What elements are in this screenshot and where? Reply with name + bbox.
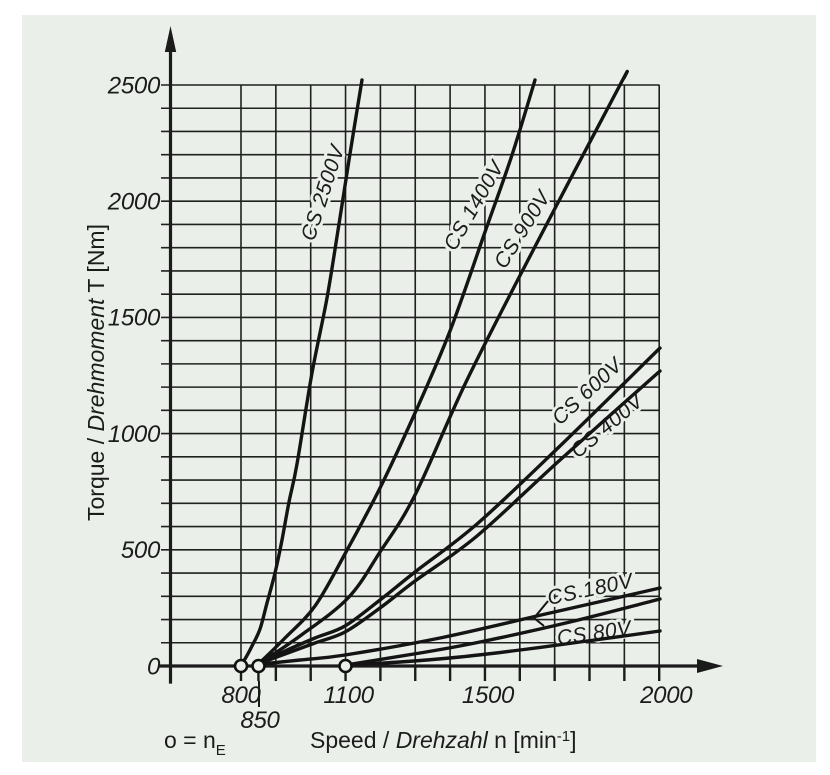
svg-text:Speed / Drehzahl n [min-1]: Speed / Drehzahl n [min-1]	[310, 727, 577, 753]
svg-text:2000: 2000	[107, 189, 161, 216]
svg-text:1500: 1500	[108, 305, 161, 332]
svg-text:Torque / Drehmoment T [Nm]: Torque / Drehmoment T [Nm]	[83, 224, 109, 521]
svg-text:CS 900V: CS 900V	[490, 185, 556, 272]
svg-text:800: 800	[221, 682, 261, 709]
svg-text:2000: 2000	[639, 682, 693, 709]
svg-text:1500: 1500	[462, 682, 515, 709]
svg-text:o = nE: o = nE	[164, 727, 226, 759]
svg-text:2500: 2500	[107, 72, 161, 99]
svg-text:850: 850	[240, 707, 280, 734]
svg-text:0: 0	[147, 653, 161, 680]
svg-text:CS 2500V: CS 2500V	[297, 141, 350, 244]
svg-text:500: 500	[121, 537, 161, 564]
svg-text:1100: 1100	[323, 682, 374, 709]
svg-text:1000: 1000	[108, 421, 161, 448]
